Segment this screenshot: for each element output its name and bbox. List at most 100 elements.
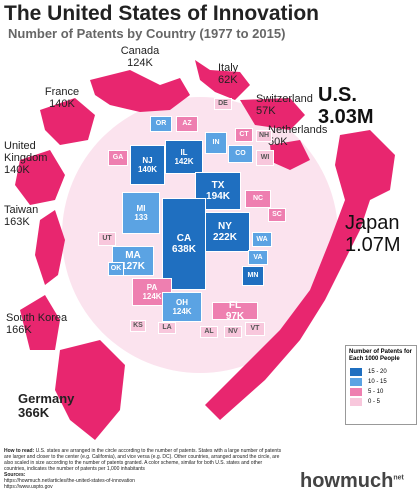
state-abbr: OK (110, 265, 122, 272)
state-abbr: OR (155, 120, 167, 127)
country-name: Canada (120, 45, 160, 57)
state: GA (108, 150, 128, 166)
state: NY 222K (200, 212, 250, 252)
state-abbr: PA (146, 283, 158, 292)
state-abbr: VT (250, 325, 260, 332)
country-label: Switzerland 57K (256, 93, 336, 117)
country-name: Taiwan (4, 204, 39, 216)
highlight-name: Japan (345, 212, 400, 234)
state: IL 142K (165, 140, 203, 174)
state-abbr: NH (258, 132, 270, 139)
state-abbr: CO (235, 150, 246, 157)
legend-title: Number of Patents for Each 1000 People (349, 349, 413, 362)
state-abbr: NY (218, 221, 232, 232)
state-value: 194K (206, 191, 230, 202)
legend-swatch (350, 378, 362, 386)
state: SC (268, 208, 286, 222)
state-value: 124K (142, 292, 162, 301)
countries (15, 60, 395, 440)
country-name: Netherlands (268, 124, 328, 136)
country-label: Canada 124K (100, 45, 180, 69)
state-abbr: OH (176, 298, 188, 307)
legend-item: 5 - 10 (350, 388, 412, 396)
legend-label: 15 - 20 (368, 369, 387, 375)
state: OR (150, 116, 172, 132)
state-abbr: MI (136, 204, 146, 213)
state-abbr: MN (247, 272, 259, 279)
state-value: 142K (174, 157, 194, 166)
state: AL (200, 326, 218, 338)
state: UT (98, 232, 116, 246)
highlight-value: 3.03M (318, 106, 374, 128)
state-value: 97K (225, 311, 245, 322)
state-abbr: GA (112, 154, 124, 161)
country-label: Taiwan 163K (4, 204, 84, 228)
footer: How to read: U.S. states are arranged in… (4, 448, 284, 490)
state-abbr: MA (125, 250, 141, 261)
state: NJ 140K (130, 145, 165, 185)
state-abbr: FL (228, 300, 242, 311)
state-value: 222K (213, 232, 237, 243)
state: DE (214, 98, 232, 110)
brand-name: howmuch (300, 470, 394, 492)
state-value: 133 (134, 213, 148, 222)
state: MI 133 (122, 192, 160, 234)
state-abbr: IL (180, 148, 188, 157)
state-value: 124K (172, 307, 192, 316)
state: WA (252, 232, 272, 247)
state-abbr: DE (218, 100, 228, 107)
country-label: Germany 366K (18, 392, 98, 420)
state-abbr: CA (176, 233, 192, 244)
country-value: 50K (268, 136, 288, 148)
title: The United States of Innovation (4, 2, 320, 25)
legend-swatch (350, 388, 362, 396)
state: VA (248, 250, 268, 265)
germany-shape (55, 340, 125, 440)
state: OH 124K (162, 292, 202, 322)
country-name: South Korea (6, 312, 68, 324)
state-abbr: CT (239, 131, 249, 138)
legend-label: 10 - 15 (368, 379, 387, 385)
subtitle: Number of Patents by Country (1977 to 20… (8, 26, 286, 41)
italy-shape (195, 60, 250, 100)
country-value: 124K (127, 57, 153, 69)
state: NV (224, 326, 242, 338)
country-value: 140K (4, 164, 30, 176)
switzerland-shape (240, 98, 305, 130)
state-abbr: LA (162, 324, 172, 331)
state: LA (158, 322, 176, 334)
state-abbr: SC (272, 211, 282, 218)
highlight-name: U.S. (318, 84, 357, 106)
netherlands-shape (270, 140, 310, 170)
country-name: Germany (18, 391, 75, 406)
state-abbr: NC (252, 195, 264, 202)
state: NC (245, 190, 271, 208)
highlight-label: Japan 1.07M (345, 212, 401, 256)
legend-item: 0 - 5 (350, 398, 412, 406)
state-abbr: NV (228, 328, 238, 335)
state-abbr: TX (211, 180, 225, 191)
legend-swatch (350, 398, 362, 406)
country-name: United Kingdom (4, 140, 48, 164)
state-abbr: KS (133, 322, 143, 329)
country-value: 140K (49, 98, 75, 110)
highlight-label: U.S. 3.03M (318, 84, 374, 128)
country-name: Switzerland (256, 93, 313, 105)
france-shape (40, 98, 95, 145)
country-value: 57K (256, 105, 276, 117)
state-abbr: AZ (182, 120, 192, 127)
country-name: France (44, 86, 80, 98)
state-abbr: UT (102, 235, 112, 242)
state-value: 140K (137, 165, 158, 174)
state-abbr: AL (204, 328, 214, 335)
country-value: 166K (6, 324, 32, 336)
country-name: Italy (218, 62, 239, 74)
legend-label: 5 - 10 (368, 389, 384, 395)
uk-shape (15, 150, 65, 205)
country-label: United Kingdom 140K (4, 140, 64, 176)
state: IN (205, 132, 227, 154)
brand: howmuchnet (300, 470, 404, 493)
state-value: 127K (121, 261, 145, 272)
state: CT (235, 128, 253, 142)
